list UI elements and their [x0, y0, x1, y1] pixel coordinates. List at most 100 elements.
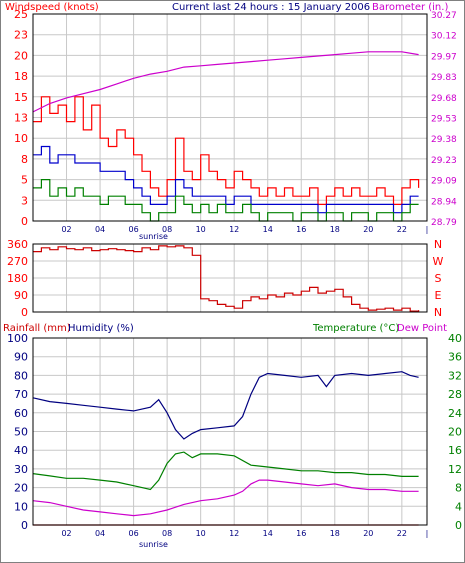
y-tick-label: 80	[14, 369, 28, 382]
y-tick-label: 20	[14, 482, 28, 495]
temperature-axis-label: Temperature (°C)	[312, 323, 399, 334]
direction-chart-grid	[33, 244, 427, 312]
temperature-x-axis: 02 04 06 08 10 12 14 16 18 20 22 |	[61, 529, 428, 538]
temperature-y-axis-right: 0 4 8 12 16 20 24 28 32 36 40	[448, 332, 462, 532]
y-tick-label: 180	[7, 272, 28, 285]
y-tick-label: 0	[21, 215, 28, 228]
y-tick-label: 4	[455, 500, 462, 513]
wind-chart-frame	[32, 13, 428, 222]
rainfall-axis-label: Rainfall (mm)	[3, 323, 71, 334]
y-tick-label: 40	[14, 444, 28, 457]
x-tick-label: |	[426, 529, 429, 538]
y-tick-label: N	[434, 238, 442, 251]
y-tick-label: 90	[14, 289, 28, 302]
y-tick-label: 270	[7, 255, 28, 268]
x-tick-label: 02	[61, 225, 71, 234]
sunrise-label-bottom: sunrise	[139, 540, 168, 549]
x-tick-label: 08	[162, 529, 172, 538]
wind-direction-series	[33, 245, 420, 312]
y-tick-label: 29.09	[431, 177, 457, 187]
y-tick-label: S	[435, 272, 442, 285]
y-tick-label: 15	[14, 91, 28, 104]
y-tick-label: 50	[14, 426, 28, 439]
y-tick-label: 13	[14, 112, 28, 125]
x-tick-label: 04	[95, 529, 105, 538]
dewpoint-series	[32, 479, 419, 517]
y-tick-label: W	[433, 255, 444, 268]
y-tick-label: 28.79	[431, 218, 457, 228]
y-tick-label: 40	[448, 332, 462, 345]
windspeed-series	[33, 96, 420, 205]
x-tick-label: 02	[61, 529, 71, 538]
y-tick-label: 29.97	[431, 52, 457, 62]
x-tick-label: 22	[397, 529, 407, 538]
x-tick-label: 12	[229, 529, 239, 538]
wind-chart-grid	[33, 14, 427, 221]
temperature-series	[32, 451, 419, 491]
y-tick-label: N	[434, 306, 442, 319]
y-tick-label: 32	[448, 369, 462, 382]
y-tick-label: 90	[14, 351, 28, 364]
sunrise-label-top: sunrise	[139, 232, 168, 241]
y-tick-label: 29.23	[431, 156, 457, 166]
y-tick-label: 24	[448, 407, 462, 420]
direction-y-axis-left: 0 90 180 270 360	[7, 238, 28, 319]
wind-y-axis-left: 0 3 5 8 10 13 15 18 20 23 25	[14, 8, 28, 228]
x-tick-label: 16	[296, 529, 306, 538]
y-tick-label: 8	[21, 153, 28, 166]
x-tick-label: 20	[363, 225, 373, 234]
wind-low-series	[33, 179, 419, 222]
direction-chart-series	[33, 245, 420, 312]
y-tick-label: 0	[21, 519, 28, 532]
dewpoint-axis-label: Dew Point	[397, 323, 447, 334]
y-tick-label: 0	[21, 306, 28, 319]
x-tick-label: 12	[229, 225, 239, 234]
x-tick-label: 18	[330, 529, 340, 538]
humidity-series	[32, 371, 419, 440]
y-tick-label: 60	[14, 407, 28, 420]
y-tick-label: 23	[14, 29, 28, 42]
x-tick-label: 18	[330, 225, 340, 234]
wind-average-series	[33, 145, 419, 214]
y-tick-label: 10	[14, 500, 28, 513]
y-tick-label: 20	[448, 426, 462, 439]
y-tick-label: 28	[448, 388, 462, 401]
y-tick-label: 28.94	[431, 197, 457, 207]
y-tick-label: 18	[14, 70, 28, 83]
x-tick-label: 04	[95, 225, 105, 234]
y-tick-label: 20	[14, 49, 28, 62]
y-tick-label: 16	[448, 444, 462, 457]
wind-chart-series	[32, 51, 420, 222]
y-tick-label: 29.38	[431, 135, 457, 145]
y-tick-label: 29.83	[431, 73, 457, 83]
y-tick-label: E	[435, 289, 442, 302]
x-tick-label: |	[426, 225, 429, 234]
y-tick-label: 360	[7, 238, 28, 251]
temperature-chart-frame	[32, 337, 428, 526]
x-tick-label: 06	[129, 225, 139, 234]
y-tick-label: 5	[21, 174, 28, 187]
x-tick-label: 08	[162, 225, 172, 234]
barometer-axis-label: Barometer (in.)	[372, 2, 448, 13]
x-tick-label: 10	[196, 529, 206, 538]
y-tick-label: 30	[14, 463, 28, 476]
direction-chart-frame	[32, 243, 428, 313]
y-tick-label: 0	[455, 519, 462, 532]
x-tick-label: 06	[129, 529, 139, 538]
chart-title: Current last 24 hours : 15 January 2006	[172, 2, 370, 13]
y-tick-label: 30.12	[431, 32, 457, 42]
x-tick-label: 20	[363, 529, 373, 538]
humidity-axis-label: Humidity (%)	[68, 323, 134, 334]
windspeed-axis-label: Windspeed (knots)	[5, 2, 99, 13]
humidity-y-axis-left: 0 10 20 30 40 50 60 70 80 90 100	[7, 332, 28, 532]
x-tick-label: 14	[263, 529, 273, 538]
x-tick-label: 22	[397, 225, 407, 234]
y-tick-label: 10	[14, 132, 28, 145]
y-tick-label: 100	[7, 332, 28, 345]
y-tick-label: 29.53	[431, 115, 457, 125]
y-tick-label: 8	[455, 482, 462, 495]
x-tick-label: 10	[196, 225, 206, 234]
x-tick-label: 16	[296, 225, 306, 234]
